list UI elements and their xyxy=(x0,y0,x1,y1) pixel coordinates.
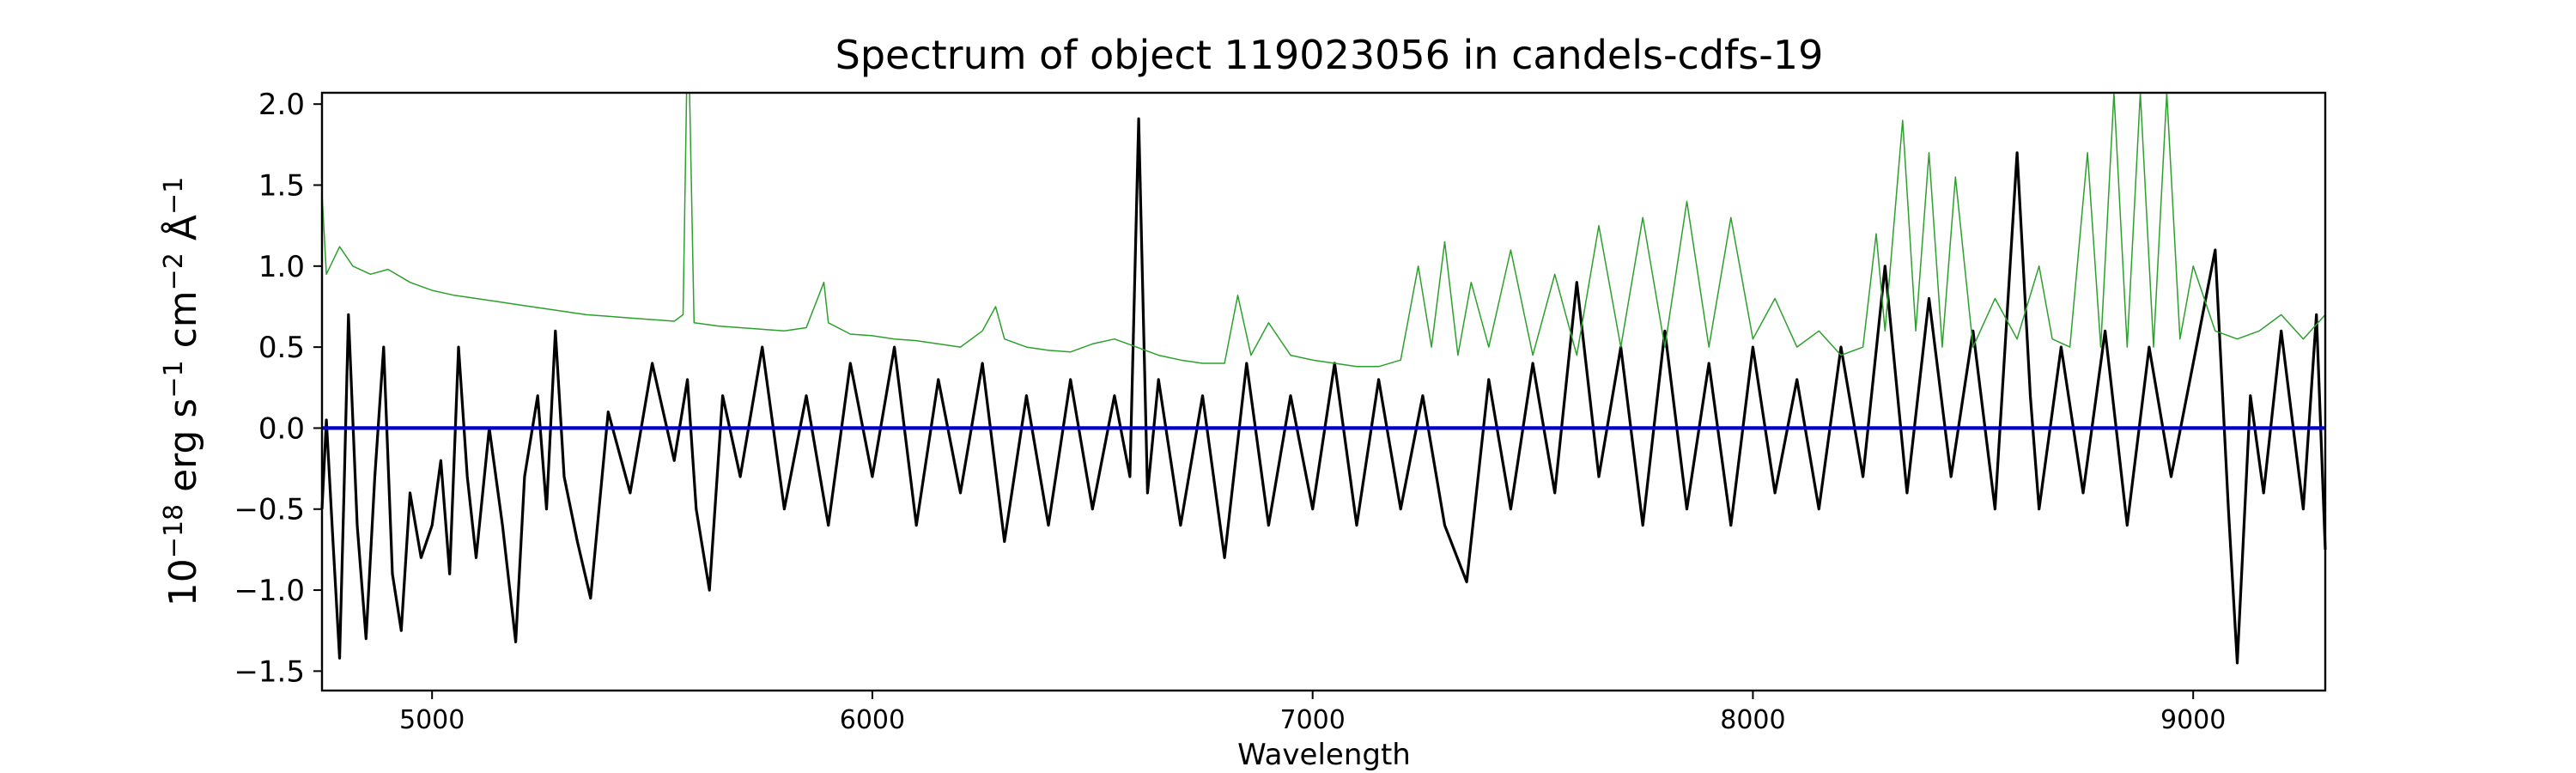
y-axis-label-unit-3: Å xyxy=(160,215,205,253)
y-tick-label-5: −0.5 xyxy=(234,493,305,527)
series-line-1 xyxy=(320,117,2327,665)
y-axis: 2.0 1.5 1.0 0.5 0.0 −0.5 −1.0 −1.5 xyxy=(234,88,322,689)
x-tick-label-9000: 9000 xyxy=(2160,705,2226,735)
y-tick-label-4: 0.0 xyxy=(258,411,305,446)
y-axis-label-exponent-1: −18 xyxy=(159,504,189,558)
plot-frame xyxy=(320,91,2327,692)
y-tick-label-6: −1.0 xyxy=(234,574,305,608)
x-tick-label-7000: 7000 xyxy=(1280,705,1346,735)
y-axis-label-exponent-2: −1 xyxy=(159,360,189,398)
y-tick-label-3: 0.5 xyxy=(258,331,305,365)
y-axis-label-unit-1: erg s xyxy=(161,399,205,504)
x-axis: 5000 6000 7000 8000 9000 xyxy=(399,691,2226,735)
y-axis-label-exponent-4: −1 xyxy=(159,177,189,215)
series-line-2 xyxy=(321,92,2326,368)
y-tick-label-0: 2.0 xyxy=(258,88,305,122)
y-tick-label-1: 1.5 xyxy=(258,169,305,204)
x-axis-label: Wavelength xyxy=(1237,738,1411,772)
y-tick-label-2: 1.0 xyxy=(258,250,305,284)
x-tick-label-8000: 8000 xyxy=(1720,705,1785,735)
y-axis-label-exponent-3: −2 xyxy=(159,253,189,290)
y-axis-label-prefix: 10 xyxy=(161,558,205,606)
x-tick-label-5000: 5000 xyxy=(399,705,465,735)
x-tick-label-6000: 6000 xyxy=(840,705,905,735)
y-axis-label: 10−18 erg s−1 cm−2 Å−1 xyxy=(159,177,205,606)
y-tick-label-7: −1.5 xyxy=(234,654,305,689)
chart-title: Spectrum of object 119023056 in candels-… xyxy=(835,32,1824,78)
series-layer xyxy=(320,92,2327,665)
y-axis-label-unit-2: cm xyxy=(161,290,205,360)
